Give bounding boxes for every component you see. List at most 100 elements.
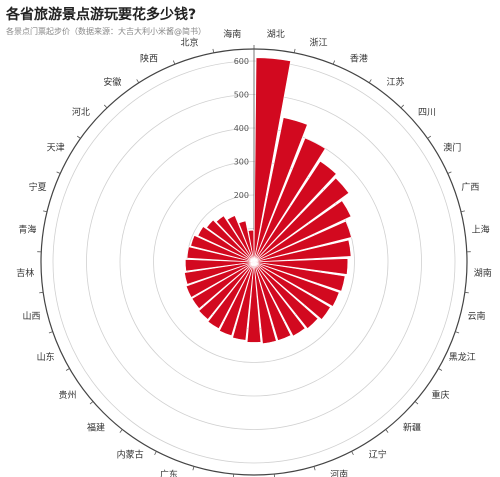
bar-0[interactable] [253, 57, 291, 263]
outer-tick [43, 210, 48, 213]
category-label: 安徽 [103, 76, 121, 88]
outer-tick [48, 331, 53, 334]
bar-2[interactable] [253, 137, 326, 263]
radial-tick-label: 600 [234, 57, 249, 66]
category-labels: 湖北浙江香港江苏四川澳门广西上海湖南云南黑龙江重庆新疆辽宁河南西藏甘肃江西广东内… [16, 28, 491, 477]
category-label: 山东 [37, 351, 55, 363]
outer-tick [65, 368, 70, 371]
category-label: 福建 [87, 422, 105, 434]
outer-tick [464, 291, 469, 294]
outer-tick [212, 48, 215, 53]
category-label: 上海 [472, 223, 490, 235]
bar-5[interactable] [253, 200, 352, 263]
outer-tick [400, 104, 405, 109]
category-label: 陕西 [140, 52, 158, 64]
outer-tick [313, 466, 316, 471]
outer-tick [455, 331, 460, 334]
outer-tick [447, 171, 452, 174]
category-label: 河北 [72, 106, 90, 118]
category-label: 新疆 [403, 422, 421, 434]
outer-tick [414, 401, 419, 405]
bar-21[interactable] [191, 261, 255, 310]
bar-7[interactable] [253, 239, 352, 263]
bar-32[interactable] [247, 229, 255, 263]
category-label: 辽宁 [369, 449, 387, 461]
outer-tick [39, 291, 44, 294]
outer-tick [56, 171, 61, 174]
outer-tick [332, 60, 336, 65]
radial-tick-label: 300 [234, 158, 249, 167]
bar-11[interactable] [253, 261, 331, 320]
outer-tick [119, 429, 123, 433]
bar-6[interactable] [253, 220, 352, 263]
category-label: 四川 [418, 108, 436, 118]
chart-subtitle: 各景点门票起步价（数据来源：大吉大利小米酱@简书） [6, 27, 206, 36]
bar-18[interactable] [219, 261, 255, 337]
category-label: 湖北 [267, 29, 285, 40]
bar-17[interactable] [232, 261, 255, 341]
bar-19[interactable] [207, 261, 255, 330]
bar-23[interactable] [184, 261, 255, 285]
outer-tick [427, 135, 431, 139]
bar-31[interactable] [238, 220, 255, 263]
bar-20[interactable] [198, 261, 255, 320]
bar-13[interactable] [253, 261, 306, 337]
bar-27[interactable] [197, 226, 255, 263]
bar-30[interactable] [226, 215, 255, 263]
category-label: 山西 [22, 311, 40, 322]
outer-tick [351, 451, 354, 456]
bar-12[interactable] [253, 261, 319, 330]
bar-9[interactable] [253, 261, 346, 292]
category-label: 天津 [47, 143, 65, 154]
outer-tick [77, 135, 81, 139]
category-label: 广西 [461, 181, 479, 193]
outer-tick [192, 466, 195, 471]
radial-tick-labels: 200 300 400 500 600 [234, 57, 249, 200]
outer-tick [103, 104, 108, 109]
category-label: 广东 [160, 469, 178, 477]
bars [184, 57, 352, 344]
category-label: 湖南 [474, 267, 492, 279]
outer-tick [293, 48, 296, 53]
category-label: 浙江 [310, 36, 328, 48]
outer-tick [385, 429, 389, 433]
outer-tick [438, 368, 443, 371]
bar-15[interactable] [253, 261, 277, 344]
bar-8[interactable] [253, 258, 349, 275]
bar-16[interactable] [246, 261, 262, 343]
radial-tick-label: 500 [234, 91, 249, 100]
bar-4[interactable] [253, 177, 350, 263]
category-label: 澳门 [443, 142, 461, 154]
bar-3[interactable] [253, 160, 337, 263]
category-label: 海南 [223, 28, 241, 40]
chart-title: 各省旅游景点游玩要花多少钱? [6, 7, 197, 23]
category-label: 宁夏 [29, 181, 47, 193]
bar-14[interactable] [253, 261, 292, 341]
bar-22[interactable] [185, 261, 255, 298]
outer-tick [89, 401, 94, 405]
outer-tick [154, 451, 157, 456]
bar-28[interactable] [206, 219, 255, 263]
bar-29[interactable] [215, 215, 255, 263]
bar-1[interactable] [253, 117, 308, 263]
category-label: 云南 [468, 310, 486, 322]
outer-tick [172, 60, 176, 65]
bar-24[interactable] [185, 259, 255, 272]
category-label: 重庆 [432, 389, 450, 401]
category-label: 吉林 [16, 267, 34, 279]
bar-26[interactable] [190, 235, 255, 263]
category-label: 内蒙古 [117, 449, 144, 461]
outer-tick [136, 79, 140, 84]
category-label: 北京 [180, 36, 198, 48]
bar-25[interactable] [186, 246, 255, 263]
outer-tick [460, 210, 465, 213]
outer-tick [368, 79, 372, 84]
radial-tick-label: 200 [234, 191, 249, 200]
category-label: 贵州 [58, 389, 76, 401]
category-label: 江苏 [387, 76, 405, 88]
bar-10[interactable] [253, 261, 340, 307]
radial-tick-label: 400 [234, 124, 249, 133]
category-label: 青海 [18, 223, 36, 235]
category-label: 河南 [330, 469, 348, 477]
